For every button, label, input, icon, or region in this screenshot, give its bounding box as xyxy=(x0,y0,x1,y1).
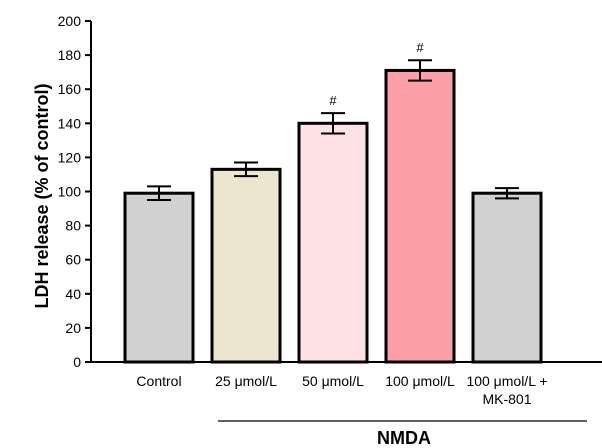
nmda-group-label: NMDA xyxy=(377,428,431,448)
y-tick-label: 20 xyxy=(65,320,81,336)
bar xyxy=(297,121,369,364)
significance-marker: # xyxy=(329,93,337,108)
error-bars xyxy=(147,59,519,202)
x-tick-label: 100 μmol/L + xyxy=(466,373,547,389)
y-axis: 0 20 40 60 80 100 120 140 160 180 200 xyxy=(58,13,92,370)
y-tick-label: 60 xyxy=(65,252,81,268)
bar xyxy=(471,191,543,364)
x-tick-sublabel: MK-801 xyxy=(482,391,531,407)
x-tick-label: 100 μmol/L xyxy=(385,373,455,389)
y-axis-title: LDH release (% of control) xyxy=(32,83,52,308)
x-tick-label: 25 μmol/L xyxy=(215,373,277,389)
x-tick-label: 50 μmol/L xyxy=(302,373,364,389)
y-tick-label: 80 xyxy=(65,218,81,234)
y-tick-label: 180 xyxy=(58,47,82,63)
category-labels: Control 25 μmol/L 50 μmol/L 100 μmol/L 100 μ… xyxy=(136,373,547,407)
y-tick-label: 120 xyxy=(58,149,82,165)
y-tick-label: 0 xyxy=(73,354,81,370)
y-tick-label: 200 xyxy=(58,13,82,29)
bar xyxy=(123,191,195,364)
y-tick-label: 160 xyxy=(58,81,82,97)
y-tick-label: 140 xyxy=(58,115,82,131)
bar xyxy=(210,167,282,364)
y-tick-label: 100 xyxy=(58,184,82,200)
y-tick-label: 40 xyxy=(65,286,81,302)
x-tick-label: Control xyxy=(136,373,181,389)
significance-marker: # xyxy=(416,40,424,55)
significance-annotations: ## xyxy=(329,40,424,108)
bar xyxy=(384,68,456,364)
bars xyxy=(123,68,543,364)
